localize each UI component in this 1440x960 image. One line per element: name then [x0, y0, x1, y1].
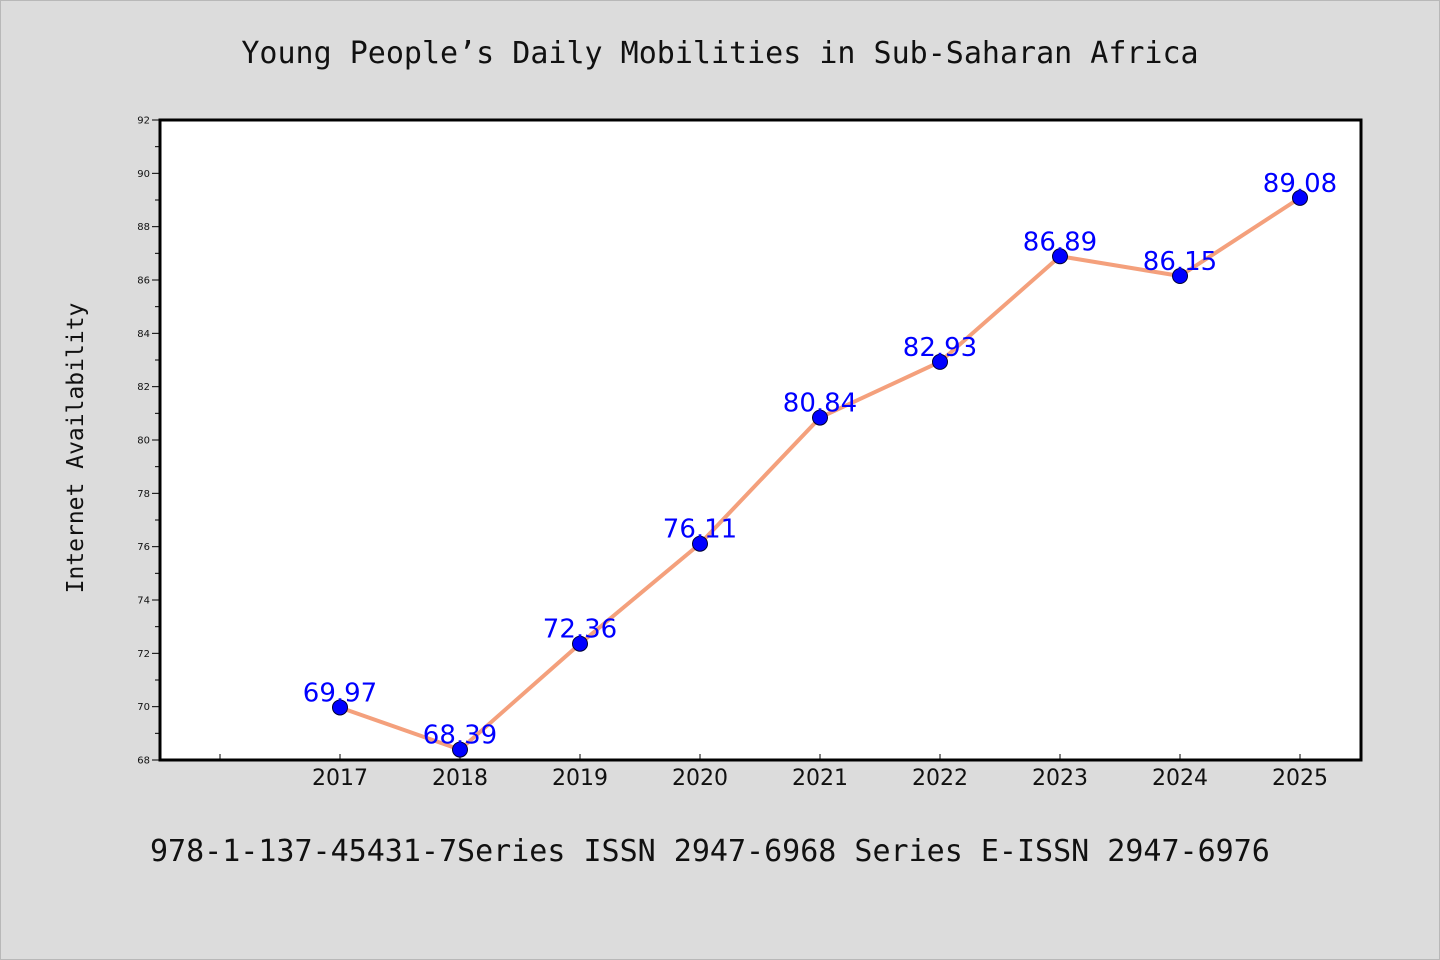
data-label: 72.36	[543, 615, 617, 645]
data-point	[1052, 248, 1068, 265]
y-tick-label: 88	[137, 222, 150, 233]
plot-border	[158, 118, 1363, 762]
x-tick-label: 2017	[312, 766, 368, 791]
y-tick-label: 82	[137, 382, 150, 393]
data-label: 80.84	[783, 389, 857, 419]
data-label: 82.93	[903, 333, 977, 363]
data-label: 68.39	[423, 721, 497, 751]
x-tick-label: 2023	[1032, 766, 1088, 791]
data-point	[452, 741, 468, 758]
data-markers	[332, 189, 1308, 758]
data-point	[1292, 189, 1308, 206]
x-tick-label: 2019	[552, 766, 608, 791]
data-labels: 69.97 68.39 72.36 76.11 80.84 82.93 86.89 86.15…	[303, 169, 1337, 751]
footer-isbn-text: 978-1-137-45431-7Series ISSN 2947-6968 S…	[150, 834, 1270, 869]
x-tick-label: 2024	[1152, 766, 1208, 791]
x-tick-label: 2022	[912, 766, 968, 791]
y-tick-label: 70	[137, 702, 150, 713]
y-tick-label: 72	[137, 649, 150, 660]
x-tick-label: 2020	[672, 766, 728, 791]
y-tick-label: 68	[137, 756, 150, 767]
x-tick-label: 2021	[792, 766, 848, 791]
data-label: 86.15	[1143, 247, 1217, 277]
y-tick-label: 90	[137, 169, 150, 180]
data-point	[812, 409, 828, 426]
y-tick-label: 80	[137, 436, 150, 447]
data-point	[332, 699, 348, 716]
data-point	[692, 535, 708, 552]
chart-title: Young People’s Daily Mobilities in Sub-S…	[241, 36, 1199, 71]
data-label: 86.89	[1023, 227, 1097, 257]
y-tick-label: 78	[137, 489, 150, 500]
y-axis-ticks: 68 70 72 74 76 78 80 82 84 86 88 90 92	[137, 116, 160, 767]
x-axis-ticks: 2017 2018 2019 2020 2021 2022 2023 2024 2025	[219, 754, 1328, 791]
y-tick-label: 76	[137, 542, 150, 553]
y-tick-label: 92	[137, 116, 150, 127]
data-label: 69.97	[303, 678, 377, 708]
y-tick-label: 74	[137, 596, 150, 607]
plot-area	[160, 120, 1361, 760]
data-point	[932, 353, 948, 370]
data-label: 76.11	[663, 515, 737, 545]
data-label: 89.08	[1263, 169, 1337, 199]
y-tick-label: 86	[137, 276, 150, 287]
data-point	[1172, 268, 1188, 284]
x-tick-label: 2025	[1272, 766, 1328, 791]
x-tick-label: 2018	[432, 766, 488, 791]
y-tick-label: 84	[137, 329, 150, 340]
data-point	[572, 635, 588, 652]
